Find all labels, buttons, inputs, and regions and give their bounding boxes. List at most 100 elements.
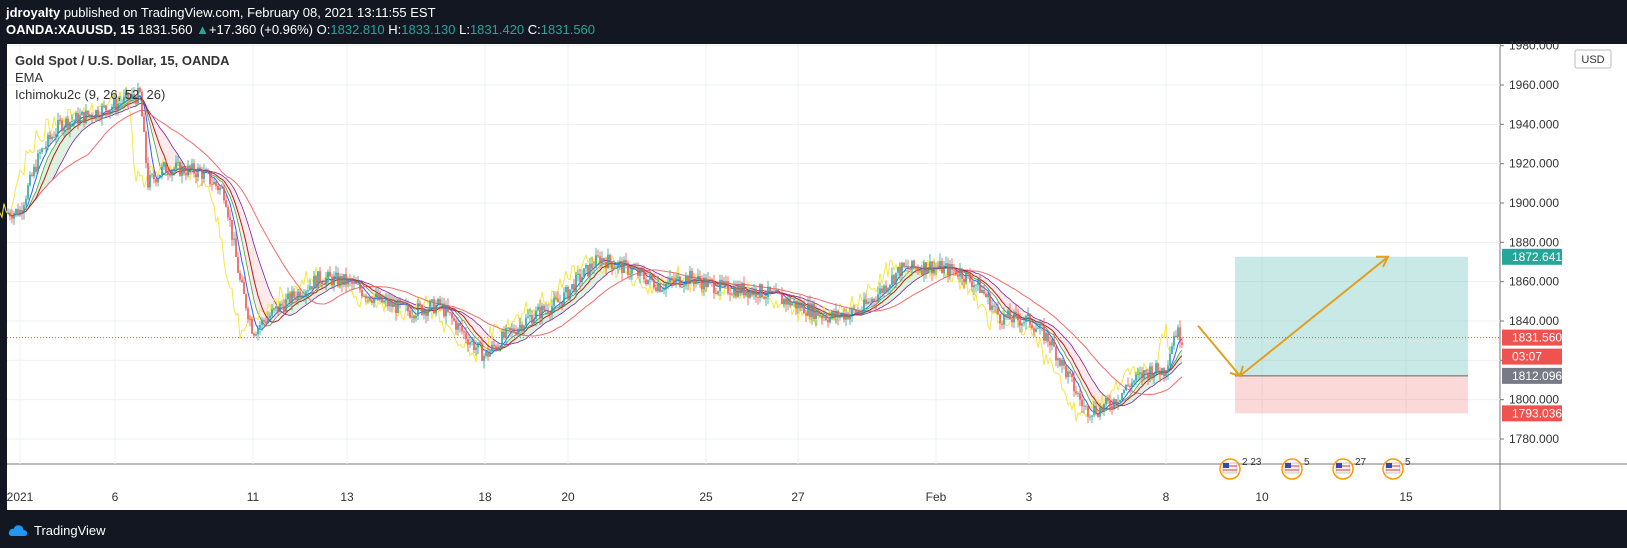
candle-body — [561, 301, 563, 306]
candle-body — [1099, 407, 1101, 417]
candle-body — [565, 286, 567, 293]
candle-body — [1061, 359, 1063, 366]
entry-price-label-bg — [1502, 367, 1562, 384]
cloud-segment — [900, 278, 902, 294]
candle-body — [217, 185, 219, 191]
candle-body — [729, 293, 731, 295]
cloud-segment — [1066, 339, 1068, 360]
candle-body — [901, 262, 903, 276]
candle-body — [469, 342, 471, 345]
candle-body — [1133, 380, 1135, 383]
symbol-label: OANDA:XAUUSD, 15 — [6, 22, 135, 37]
candle-body — [799, 302, 801, 309]
candle-body — [463, 331, 465, 333]
candle-body — [283, 305, 285, 312]
last-price: 1831.560 — [138, 22, 193, 37]
cloud-segment — [322, 284, 324, 294]
candle-body — [193, 163, 195, 174]
candle-body — [343, 274, 345, 285]
candle-body — [245, 293, 247, 309]
candle-body — [723, 281, 725, 284]
candle-body — [939, 261, 941, 268]
candle-body — [693, 278, 695, 284]
candle-body — [111, 106, 113, 110]
candle-body — [1005, 314, 1007, 317]
candle-body — [221, 187, 223, 189]
candle-body — [1161, 368, 1163, 375]
candle-body — [139, 87, 141, 93]
candle-body — [107, 110, 109, 114]
candle-body — [841, 312, 843, 316]
cloud-segment — [472, 318, 474, 336]
candle-body — [743, 283, 745, 296]
candle-body — [413, 316, 415, 319]
candle-body — [991, 305, 993, 310]
candle-body — [615, 267, 617, 269]
candle-body — [261, 320, 263, 326]
candle-body — [349, 278, 351, 281]
candle-body — [1075, 391, 1077, 394]
candle-body — [745, 291, 747, 296]
current-price-label: 1831.560 — [1512, 331, 1562, 345]
cloud-segment — [574, 292, 576, 305]
legend-title[interactable]: Gold Spot / U.S. Dollar, 15, OANDA — [15, 53, 230, 68]
candle-body — [523, 325, 525, 332]
candle-body — [455, 320, 457, 330]
event-flag: 5 — [1382, 457, 1411, 480]
legend-ichimoku[interactable]: Ichimoku2c (9, 26, 52, 26) — [15, 87, 166, 102]
candle-body — [575, 274, 577, 292]
candle-body — [295, 297, 297, 300]
candle-body — [969, 274, 971, 282]
candle-body — [235, 238, 237, 257]
candle-body — [281, 303, 283, 306]
cloud-segment — [484, 330, 486, 348]
candle-body — [273, 308, 275, 310]
candle-body — [1113, 399, 1115, 408]
candle-body — [263, 320, 265, 322]
candle-body — [1031, 324, 1033, 329]
candle-body — [345, 274, 347, 285]
candle-body — [223, 188, 225, 201]
legend-ema[interactable]: EMA — [15, 70, 44, 85]
publish-line: jdroyalty published on TradingView.com, … — [6, 5, 436, 20]
candle-body — [27, 185, 29, 199]
candle-body — [71, 121, 73, 122]
candle-body — [447, 305, 449, 312]
candle-body — [81, 111, 83, 116]
tradingview-logo[interactable]: TradingView — [8, 520, 106, 540]
candle-body — [861, 310, 863, 314]
candle-body — [769, 286, 771, 293]
candle-body — [219, 187, 221, 191]
candle-body — [579, 273, 581, 282]
candle-body — [85, 110, 87, 124]
cloud-segment — [474, 320, 476, 338]
candle-body — [1091, 415, 1093, 417]
cloud-segment — [584, 280, 586, 296]
candle-body — [1009, 310, 1011, 320]
candle-body — [41, 148, 43, 153]
candle-body — [53, 136, 55, 138]
cloud-segment — [290, 303, 292, 316]
stop-price-label-bg — [1502, 405, 1562, 422]
candle-body — [251, 318, 253, 334]
candle-body — [617, 262, 619, 268]
candle-body — [839, 315, 841, 318]
candle-body — [1045, 332, 1047, 341]
candle-body — [525, 317, 527, 326]
candle-body — [993, 305, 995, 307]
candle-body — [357, 283, 359, 285]
author-name[interactable]: jdroyalty — [6, 5, 61, 20]
loss-zone — [1235, 375, 1468, 414]
candle-body — [1103, 404, 1105, 411]
candle-body — [461, 325, 463, 332]
candle-body — [657, 284, 659, 292]
candle-body — [35, 166, 37, 172]
cloud-segment — [156, 121, 158, 158]
candle-body — [135, 98, 137, 104]
candle-body — [633, 268, 635, 270]
candle-body — [647, 279, 649, 285]
cloud-segment — [48, 153, 50, 185]
candle-body — [1177, 327, 1179, 337]
candle-body — [903, 262, 905, 268]
